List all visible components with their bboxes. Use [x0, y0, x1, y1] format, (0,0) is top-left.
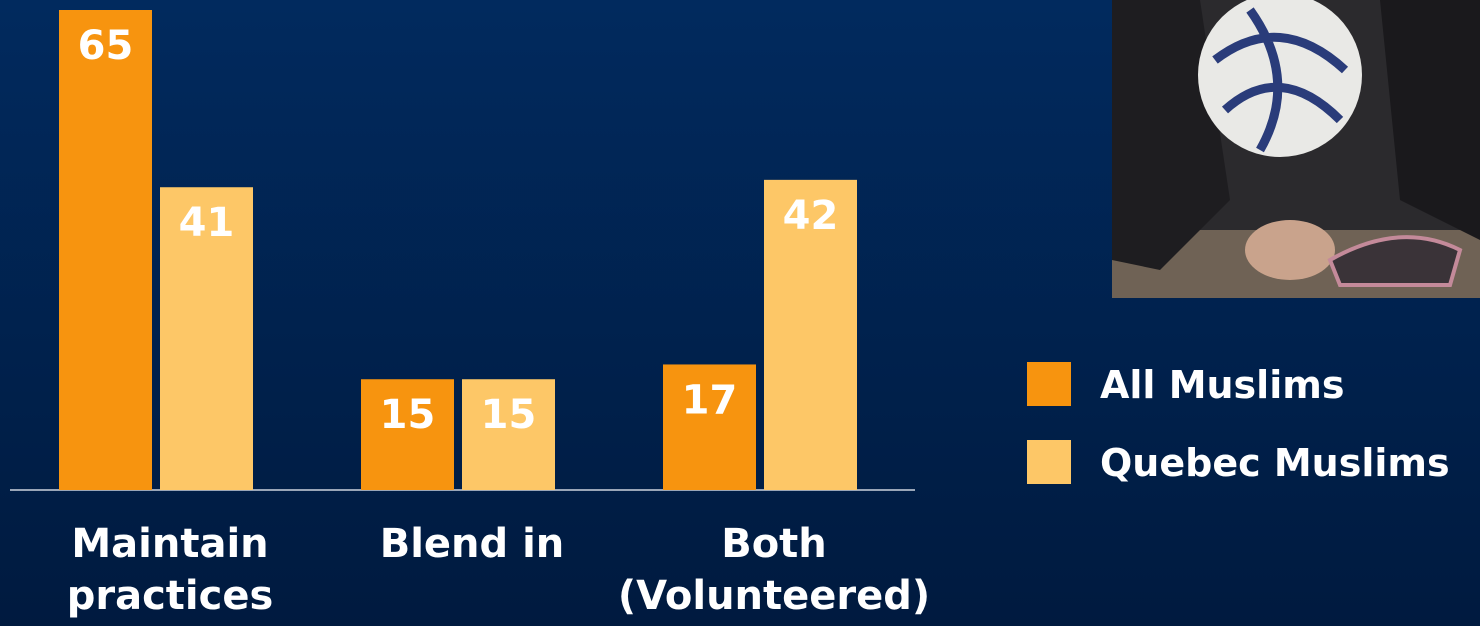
photo-hand — [1245, 220, 1335, 280]
value-label: 17 — [682, 377, 738, 423]
legend-swatch — [1027, 440, 1071, 484]
legend-label: All Muslims — [1100, 363, 1344, 407]
x-tick-label: Both (Volunteered) — [614, 518, 934, 622]
page: 654115151742All MuslimsQuebec Muslims ((… — [0, 0, 1480, 626]
value-label: 42 — [783, 193, 839, 239]
bar — [59, 10, 152, 490]
legend-swatch — [1027, 362, 1071, 406]
photo — [1112, 0, 1480, 298]
value-label: 41 — [179, 200, 235, 246]
value-label: 65 — [78, 23, 134, 69]
value-label: 15 — [481, 392, 537, 438]
x-tick-label: Maintain practices — [10, 518, 330, 622]
x-tick-label: Blend in — [312, 518, 632, 570]
legend-label: Quebec Muslims — [1100, 441, 1450, 485]
value-label: 15 — [380, 392, 436, 438]
